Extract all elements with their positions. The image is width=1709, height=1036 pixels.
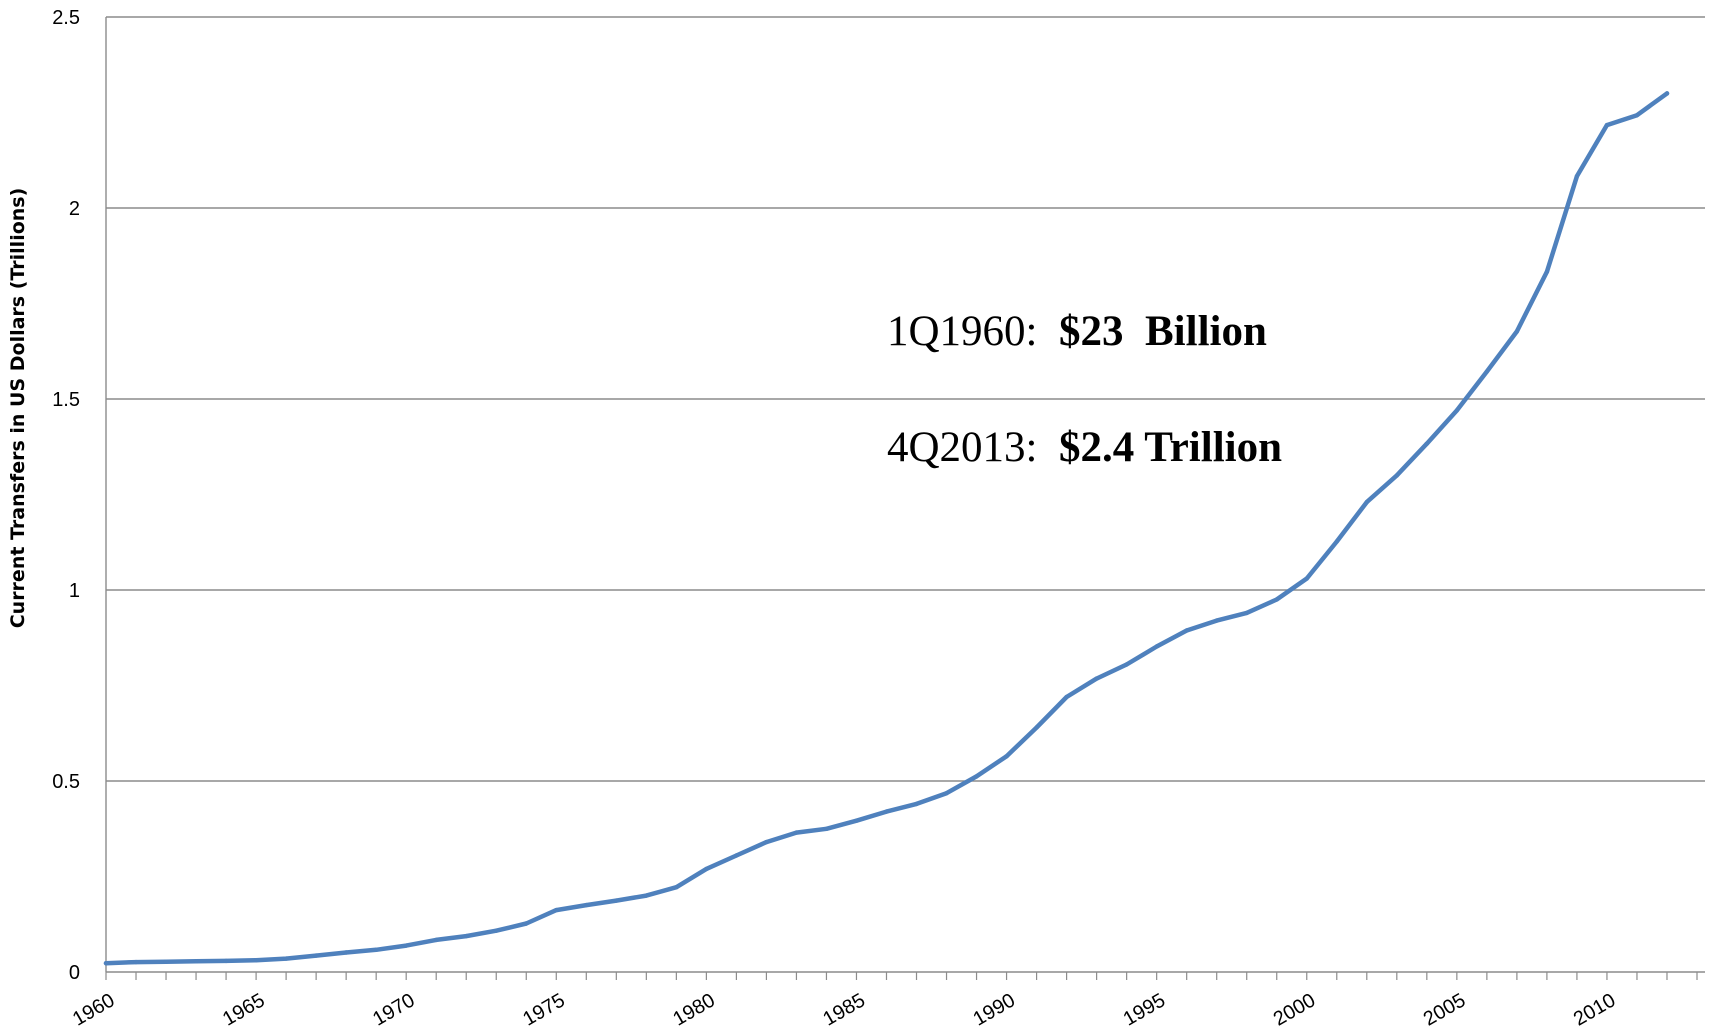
series-line: [103, 91, 1670, 966]
data-point: [1124, 662, 1129, 667]
data-point: [1574, 174, 1580, 179]
data-point: [1004, 754, 1009, 759]
y-tick-label: 2: [69, 198, 80, 220]
y-axis-title: Current Transfers in US Dollars (Trillio…: [7, 188, 29, 629]
annotation-end-label: 4Q2013:: [887, 424, 1059, 471]
data-point: [1334, 539, 1340, 544]
annotation-block: 1Q1960: $23 Billion 4Q2013: $2.4 Trillio…: [887, 308, 1282, 471]
data-point: [1274, 597, 1279, 602]
x-tick-label: 2000: [1270, 989, 1320, 1030]
data-point: [1094, 676, 1099, 681]
data-point: [1244, 610, 1249, 616]
data-point: [253, 958, 259, 963]
data-point: [824, 826, 829, 831]
data-point: [193, 959, 199, 964]
data-point: [464, 933, 469, 939]
annotation-end: 4Q2013: $2.4 Trillion: [887, 424, 1282, 471]
data-point: [944, 791, 949, 796]
data-point: [1154, 644, 1159, 649]
data-point: [1454, 408, 1460, 413]
x-tick-label: 2005: [1420, 989, 1470, 1030]
x-tick-label: 1985: [819, 989, 869, 1030]
data-point: [1064, 694, 1069, 700]
data-point: [1184, 628, 1189, 633]
data-point: [1604, 122, 1610, 128]
y-tick-label: 1.5: [52, 389, 80, 411]
gridlines: [106, 16, 1705, 782]
annotation-end-value: $2.4 Trillion: [1059, 424, 1282, 471]
data-point: [133, 959, 139, 965]
data-point: [704, 866, 709, 872]
data-point: [1424, 441, 1430, 446]
data-point: [434, 937, 439, 943]
data-point: [614, 898, 619, 903]
x-tick-label: 1975: [519, 989, 569, 1030]
data-point: [344, 950, 349, 955]
data-point: [103, 961, 109, 966]
data-point: [674, 885, 679, 890]
annotation-start-label: 1Q1960:: [887, 308, 1059, 355]
data-point: [1544, 269, 1550, 274]
data-point: [554, 907, 559, 913]
annotation-start: 1Q1960: $23 Billion: [887, 308, 1267, 355]
data-point: [914, 801, 919, 807]
x-tick-label: 1960: [69, 989, 119, 1030]
data-point: [644, 893, 649, 898]
series-layer: [103, 91, 1670, 966]
plot-area: 0 0.5 1 1.5 2 2.5 1960 1965 1970 1975 1980 1985 199…: [52, 7, 1705, 1031]
x-tick-label: 1965: [219, 989, 269, 1030]
data-point: [1634, 113, 1640, 118]
x-tick-label: 1970: [369, 989, 419, 1030]
x-tick-label: 1980: [669, 989, 719, 1030]
data-point: [404, 943, 409, 948]
x-tick-label: 1990: [970, 989, 1020, 1030]
data-point: [1214, 618, 1219, 623]
data-point: [494, 928, 499, 933]
data-point: [794, 830, 799, 835]
y-tick-label: 2.5: [52, 7, 80, 29]
annotation-start-value: $23 Billion: [1059, 308, 1267, 355]
data-point: [524, 921, 529, 926]
data-point: [223, 958, 229, 964]
y-tick-label: 0.5: [52, 771, 80, 793]
data-point: [1484, 369, 1490, 374]
data-point: [313, 953, 319, 958]
data-point: [734, 853, 739, 858]
y-tick-label: 0: [69, 962, 80, 984]
x-tick-label: 1995: [1120, 989, 1170, 1030]
data-point: [584, 902, 589, 908]
data-point: [283, 956, 289, 961]
data-point: [1664, 91, 1670, 96]
x-axis-tick-labels: 1960 1965 1970 1975 1980 1985 1990 1995 2000 2005…: [69, 989, 1619, 1030]
data-point: [1514, 329, 1520, 334]
x-axis-ticks: [105, 972, 1698, 980]
x-tick-label: 2010: [1570, 989, 1620, 1030]
data-point: [974, 774, 979, 779]
y-axis-tick-labels: 0 0.5 1 1.5 2 2.5: [52, 7, 80, 984]
data-point: [1304, 576, 1310, 581]
data-point: [163, 959, 169, 964]
data-point: [764, 839, 769, 845]
data-point: [854, 818, 859, 823]
data-point: [884, 809, 889, 814]
data-point: [1034, 725, 1039, 730]
data-point: [1394, 473, 1400, 478]
data-point: [1364, 499, 1370, 505]
data-point: [374, 947, 379, 952]
y-tick-label: 1: [69, 580, 80, 602]
